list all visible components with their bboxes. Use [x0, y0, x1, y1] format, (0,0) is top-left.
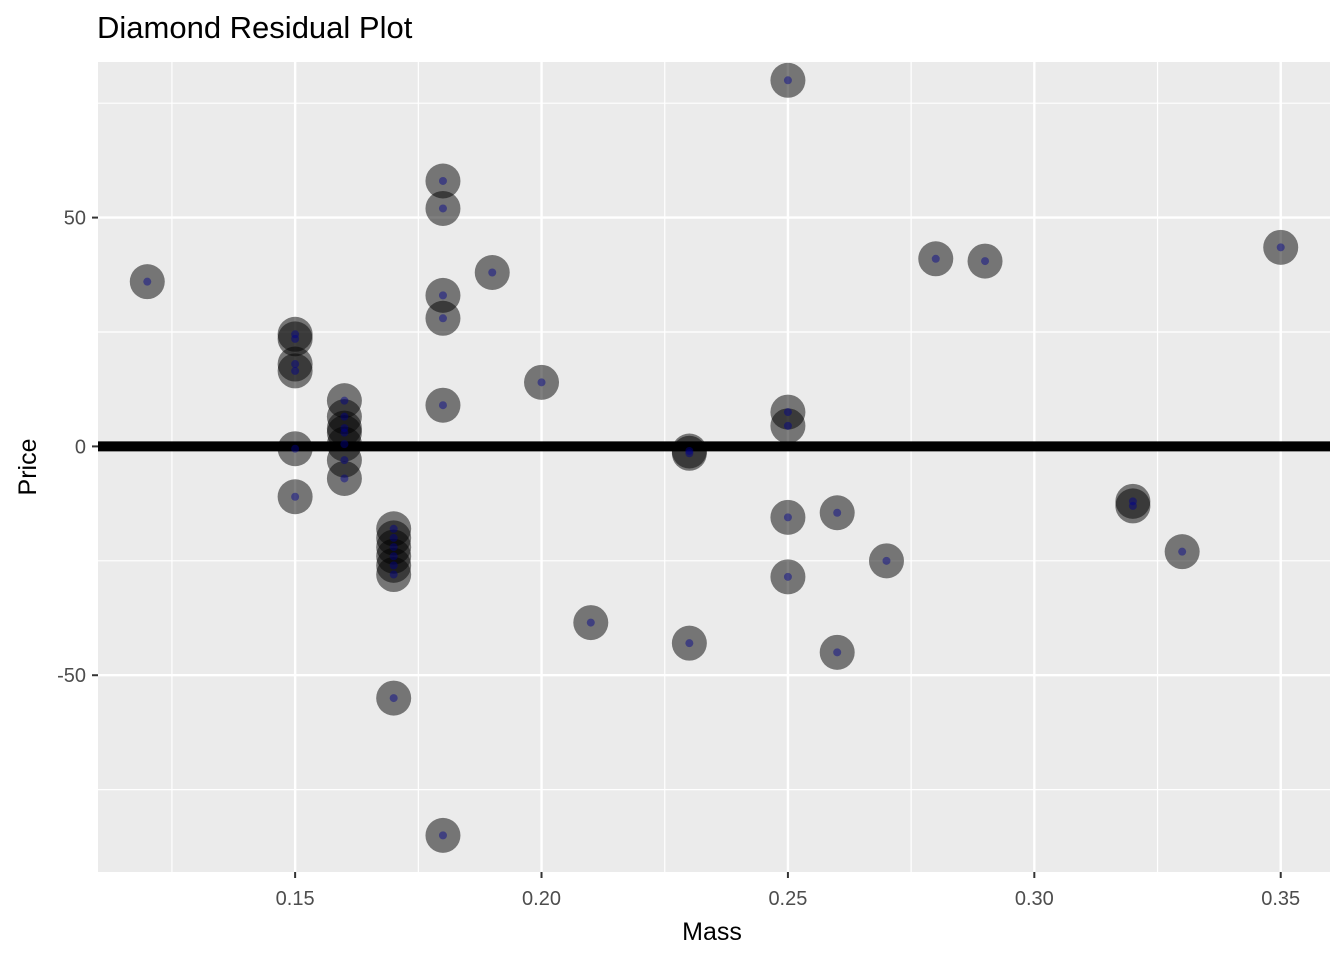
data-point-marker [882, 556, 891, 565]
data-point-marker [537, 378, 546, 387]
data-point-marker [291, 444, 300, 453]
data-point [918, 241, 954, 277]
data-point [425, 387, 461, 423]
x-axis-title: Mass [682, 918, 742, 946]
data-point [277, 431, 313, 467]
data-point-marker [783, 421, 792, 430]
data-point-marker [340, 440, 349, 449]
data-point-marker [291, 330, 300, 339]
data-point-marker [438, 314, 447, 323]
data-point [770, 408, 806, 444]
plot-panel [98, 62, 1330, 872]
data-point-marker [1276, 243, 1285, 252]
data-point-marker [1128, 497, 1137, 506]
data-point-marker [143, 277, 152, 286]
data-point-marker [389, 570, 398, 579]
x-tick-label: 0.20 [522, 888, 561, 910]
y-tick-label: -50 [57, 665, 86, 687]
data-point-marker [783, 513, 792, 522]
data-point-marker [340, 412, 349, 421]
data-point [671, 435, 707, 471]
data-point-marker [389, 561, 398, 570]
data-point-marker [291, 366, 300, 375]
x-tick-label: 0.25 [768, 888, 807, 910]
data-point-marker [488, 268, 497, 277]
data-point [671, 625, 707, 661]
data-point [425, 163, 461, 199]
data-point-marker [438, 176, 447, 185]
data-point [770, 499, 806, 535]
data-point [967, 243, 1003, 279]
data-point [129, 264, 165, 300]
data-point-marker [340, 428, 349, 437]
data-point-marker [931, 254, 940, 263]
data-point [770, 62, 806, 98]
data-point [868, 543, 904, 579]
y-tick-label: 0 [75, 436, 86, 458]
data-point [425, 190, 461, 226]
data-point [277, 353, 313, 389]
data-point-marker [340, 474, 349, 483]
x-axis-ticks: 0.15 0.20 0.25 0.30 0.35 [276, 872, 1300, 910]
data-point-marker [438, 204, 447, 213]
data-point-marker [685, 639, 694, 648]
data-point [326, 460, 362, 496]
data-point [376, 680, 412, 716]
data-point-marker [389, 533, 398, 542]
data-point [1164, 534, 1200, 570]
data-point [277, 479, 313, 515]
data-point [819, 634, 855, 670]
data-point-marker [291, 334, 300, 343]
data-point-marker [685, 449, 694, 458]
data-point-marker [586, 618, 595, 627]
data-point-marker [783, 408, 792, 417]
data-point-marker [389, 524, 398, 533]
data-point-marker [340, 396, 349, 405]
data-point [770, 559, 806, 595]
data-point [474, 255, 510, 291]
data-point [425, 817, 461, 853]
data-point-marker [1128, 501, 1137, 510]
x-tick-label: 0.15 [276, 888, 315, 910]
data-point-marker [438, 291, 447, 300]
x-tick-label: 0.30 [1015, 888, 1054, 910]
data-point-marker [981, 257, 990, 266]
data-point [573, 605, 609, 641]
data-point [1115, 488, 1151, 524]
data-point [425, 300, 461, 336]
x-tick-label: 0.35 [1261, 888, 1300, 910]
data-point-marker [340, 424, 349, 433]
data-point-marker [783, 572, 792, 581]
data-point-marker [685, 446, 694, 455]
data-point-marker [1178, 547, 1187, 556]
data-point [524, 364, 560, 400]
y-axis-title: Price [14, 439, 42, 496]
data-point-marker [340, 456, 349, 465]
data-point [277, 321, 313, 357]
data-point-marker [833, 508, 842, 517]
y-axis-ticks: -50 0 50 [57, 208, 98, 687]
data-point-marker [438, 401, 447, 410]
data-point-marker [438, 831, 447, 840]
data-point-marker [389, 552, 398, 561]
data-point-marker [833, 648, 842, 657]
data-point [376, 557, 412, 593]
y-tick-label: 50 [64, 208, 86, 230]
chart-title: Diamond Residual Plot [97, 10, 413, 45]
data-point-marker [389, 694, 398, 703]
small-points-layer [143, 76, 1285, 840]
data-point [1263, 229, 1299, 265]
data-point [819, 495, 855, 531]
data-point-marker [389, 543, 398, 552]
large-points-layer [129, 62, 1299, 853]
data-point-marker [291, 360, 300, 369]
data-point-marker [783, 76, 792, 85]
data-point-marker [291, 492, 300, 501]
